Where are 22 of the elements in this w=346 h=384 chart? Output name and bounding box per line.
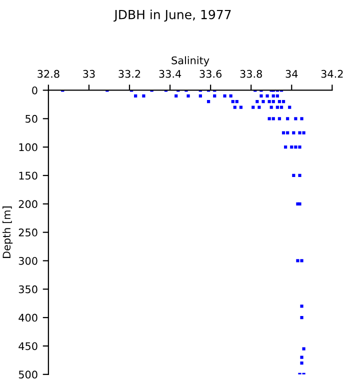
y-tick-label: 350 [18, 285, 38, 294]
y-axis-title: Depth [m] [2, 206, 13, 258]
x-tick-label: 34.2 [321, 70, 343, 78]
y-tick-label: 100 [19, 143, 38, 152]
y-tick-label: 250 [18, 228, 38, 236]
y-tick-label: 50 [26, 114, 38, 123]
y-tick-label: 200 [18, 200, 38, 208]
y-tick-label: 500 [18, 370, 38, 379]
x-tick-label: 33.8 [240, 70, 262, 78]
x-tick-label: 32.8 [38, 70, 60, 78]
y-tick-label: 400 [18, 314, 38, 322]
x-axis-title: Salinity [172, 56, 210, 66]
x-tick-label: 33 [83, 70, 95, 78]
y-tick-label: 450 [18, 342, 38, 350]
x-tick-label: 34 [286, 70, 298, 78]
x-tick-label: 33.6 [200, 70, 222, 78]
chart-title: JDBH in June, 1977 [114, 10, 231, 22]
y-tick-label: 300 [18, 256, 38, 265]
y-tick-label: 150 [19, 172, 38, 180]
x-tick-label: 33.2 [118, 70, 140, 78]
y-tick-label: 0 [32, 86, 38, 94]
x-tick-label: 33.4 [159, 70, 182, 78]
